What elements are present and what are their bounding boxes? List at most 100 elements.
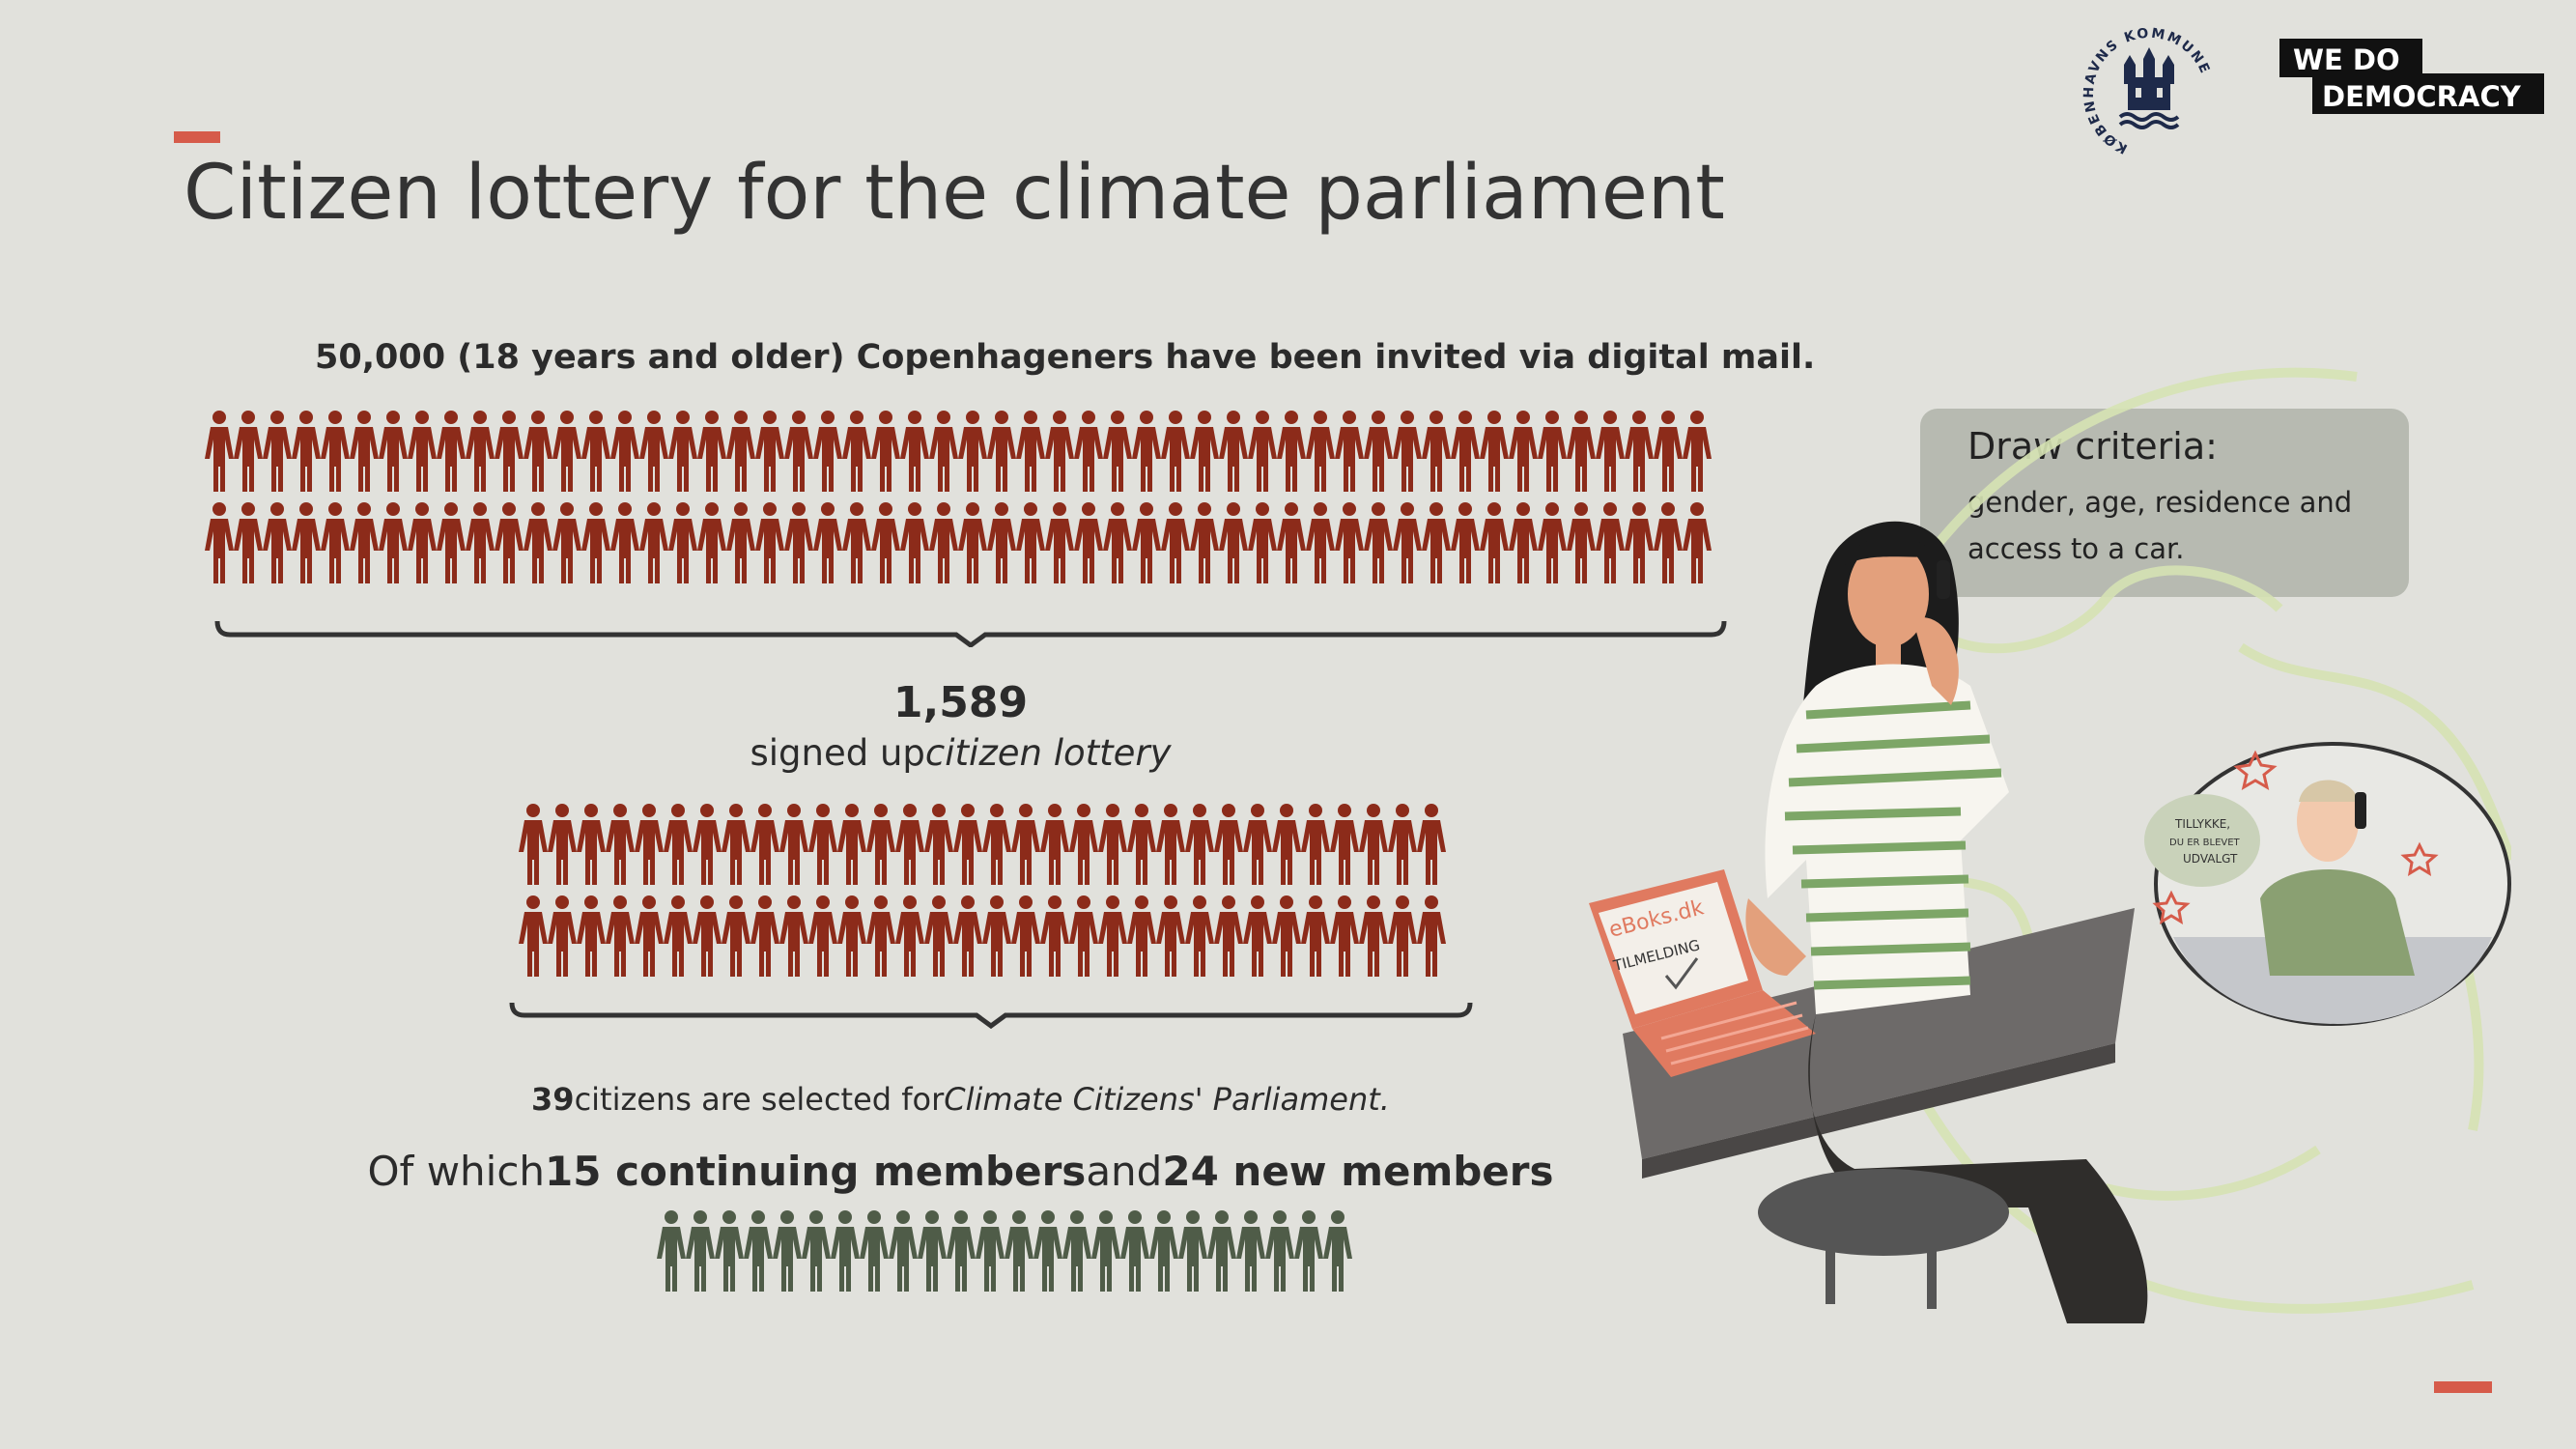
invited-figure xyxy=(1422,411,1451,492)
speech-line-1: TILLYKKE, xyxy=(2174,817,2230,831)
selected-figure xyxy=(1207,1210,1236,1292)
invited-figure xyxy=(1074,502,1103,583)
invited-figure xyxy=(1596,411,1625,492)
signed-figure xyxy=(577,804,606,885)
wdd-line1: WE DO xyxy=(2293,43,2400,76)
signed-row-1 xyxy=(519,804,1446,889)
invited-figure xyxy=(1190,411,1219,492)
invited-figure xyxy=(610,411,639,492)
signed-figure xyxy=(837,895,866,977)
selected-figure xyxy=(918,1210,947,1292)
invited-figure xyxy=(929,411,958,492)
wdd-line2: DEMOCRACY xyxy=(2322,80,2522,113)
invited-figure xyxy=(524,502,552,583)
invited-figure xyxy=(1335,411,1364,492)
signed-figure xyxy=(779,895,808,977)
signed-figure xyxy=(577,895,606,977)
criteria-text: gender, age, residence and access to a c… xyxy=(1967,486,2353,565)
invited-figure xyxy=(784,411,813,492)
selected-figure xyxy=(889,1210,918,1292)
selected-figure xyxy=(1091,1210,1120,1292)
invited-text: 50,000 (18 years and older) Copenhagener… xyxy=(315,338,1816,377)
invited-figure xyxy=(1393,502,1422,583)
invited-figure xyxy=(1364,502,1393,583)
selected-figure xyxy=(976,1210,1005,1292)
signed-figure xyxy=(1185,895,1214,977)
signed-figure xyxy=(808,804,837,885)
members-text: Of which15 continuing membersand24 new m… xyxy=(0,1148,1921,1195)
invited-figure xyxy=(524,411,552,492)
signed-figure xyxy=(1243,804,1272,885)
invited-figure xyxy=(784,502,813,583)
invited-figure xyxy=(408,502,437,583)
signed-figure xyxy=(1185,804,1214,885)
signed-figure xyxy=(548,804,577,885)
signed-figure xyxy=(924,895,953,977)
invited-figure xyxy=(466,411,495,492)
selected-figure xyxy=(1033,1210,1062,1292)
top-accent-bar xyxy=(174,131,220,143)
signed-figure xyxy=(1069,804,1098,885)
selected-label: citizens are selected for xyxy=(574,1081,945,1118)
selected-figure xyxy=(744,1210,773,1292)
invited-figure xyxy=(1364,411,1393,492)
woman-illustration xyxy=(1745,521,2148,1323)
signed-figure xyxy=(1359,895,1388,977)
invited-row-1 xyxy=(205,411,1712,496)
signed-figure xyxy=(1011,895,1040,977)
signed-figure xyxy=(1388,804,1417,885)
invited-figure xyxy=(1306,411,1335,492)
signed-figure xyxy=(1156,895,1185,977)
signed-figure xyxy=(693,895,722,977)
signed-figure xyxy=(1388,895,1417,977)
signed-figure xyxy=(1330,804,1359,885)
invited-figure xyxy=(639,502,668,583)
signed-figure xyxy=(1040,804,1069,885)
signed-figure xyxy=(1011,804,1040,885)
selected-figure xyxy=(1005,1210,1033,1292)
signed-figure xyxy=(606,804,635,885)
invited-figure xyxy=(842,411,871,492)
invited-figure xyxy=(1509,502,1538,583)
invited-figure xyxy=(1161,411,1190,492)
invited-figure xyxy=(321,502,350,583)
invited-figure xyxy=(234,411,263,492)
signed-figure xyxy=(1040,895,1069,977)
invited-figure xyxy=(466,502,495,583)
selected-figure xyxy=(657,1210,686,1292)
signed-figure xyxy=(606,895,635,977)
signed-figure xyxy=(664,804,693,885)
selected-figure xyxy=(1120,1210,1149,1292)
signed-row-2 xyxy=(519,895,1446,980)
invited-figure xyxy=(610,502,639,583)
signed-figure xyxy=(953,895,982,977)
bottom-accent-bar xyxy=(2434,1381,2492,1393)
invited-figure xyxy=(813,502,842,583)
signed-figure xyxy=(1272,895,1301,977)
invited-figure xyxy=(726,411,755,492)
signed-figure xyxy=(808,895,837,977)
laptop-illustration: eBoks.dk TILMELDING xyxy=(1589,869,1816,1077)
invited-figure xyxy=(1161,502,1190,583)
continuing-members: 15 continuing members xyxy=(545,1148,1087,1195)
invited-figure xyxy=(987,502,1016,583)
invited-figure xyxy=(581,502,610,583)
invited-figure xyxy=(1538,502,1567,583)
selected-figure xyxy=(860,1210,889,1292)
signed-figure xyxy=(1069,895,1098,977)
members-prefix: Of which xyxy=(367,1148,546,1195)
signed-figure xyxy=(519,895,548,977)
selected-figure xyxy=(831,1210,860,1292)
page-title: Citizen lottery for the climate parliame… xyxy=(184,150,1725,237)
invited-figure xyxy=(1132,411,1161,492)
selected-figure xyxy=(1265,1210,1294,1292)
invited-figure xyxy=(350,502,379,583)
signed-figure xyxy=(722,804,750,885)
signed-figure xyxy=(750,895,779,977)
signed-figure xyxy=(924,804,953,885)
selected-figure xyxy=(1236,1210,1265,1292)
selected-figure xyxy=(1149,1210,1178,1292)
selected-figure xyxy=(773,1210,802,1292)
invited-figure xyxy=(292,502,321,583)
invited-figure xyxy=(900,411,929,492)
